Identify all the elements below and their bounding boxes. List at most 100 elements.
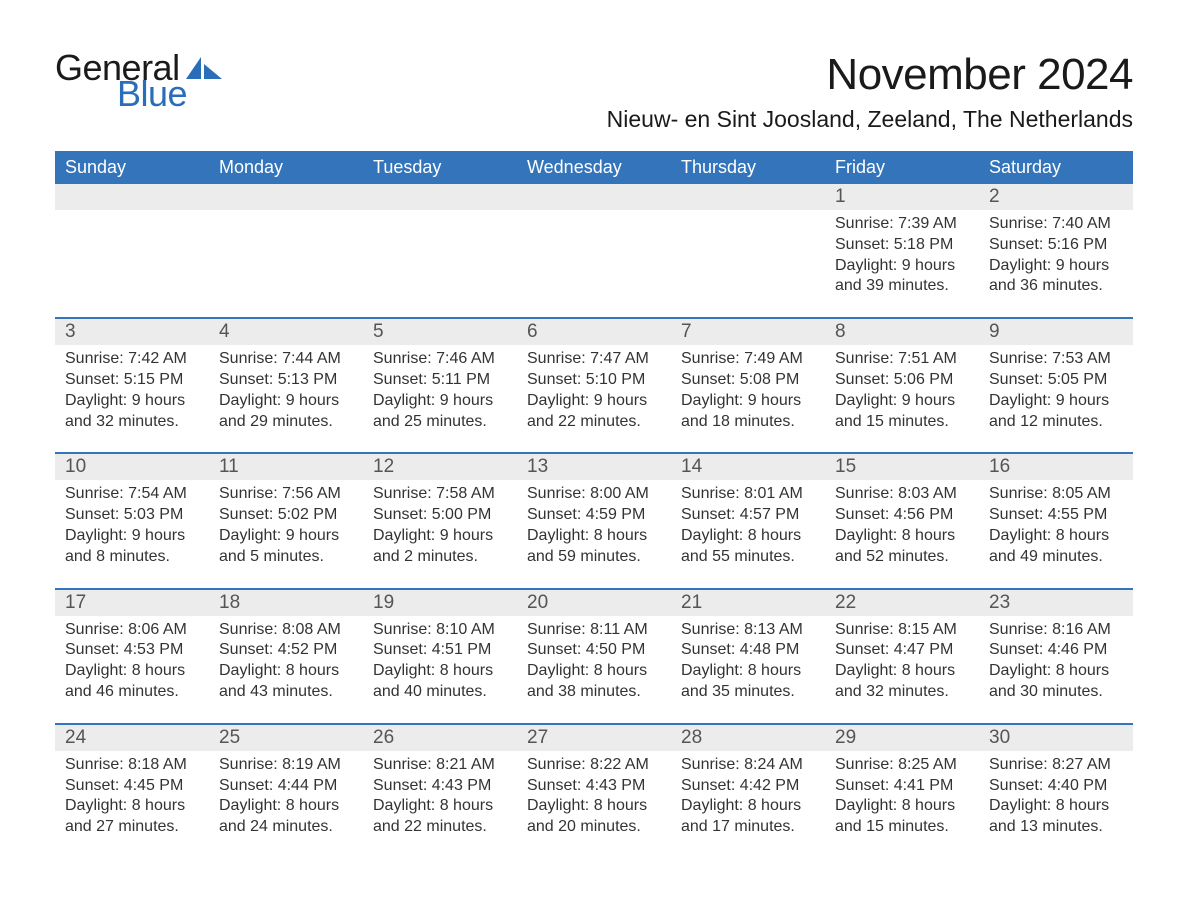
day-number — [671, 184, 825, 210]
calendar-day-cell: 3Sunrise: 7:42 AMSunset: 5:15 PMDaylight… — [55, 319, 209, 442]
sunrise-line: Sunrise: 8:15 AM — [835, 620, 971, 641]
daylight-line-1: Daylight: 9 hours — [219, 526, 355, 547]
day-number: 25 — [209, 725, 363, 751]
daylight-line-2: and 39 minutes. — [835, 276, 971, 297]
daylight-line-2: and 18 minutes. — [681, 412, 817, 433]
calendar-week: 24Sunrise: 8:18 AMSunset: 4:45 PMDayligh… — [55, 723, 1133, 848]
sunset-line: Sunset: 4:43 PM — [527, 776, 663, 797]
calendar-day-cell: 23Sunrise: 8:16 AMSunset: 4:46 PMDayligh… — [979, 590, 1133, 713]
header: General Blue November 2024 Nieuw- en Sin… — [55, 50, 1133, 133]
day-info: Sunrise: 8:01 AMSunset: 4:57 PMDaylight:… — [681, 484, 817, 567]
day-number: 26 — [363, 725, 517, 751]
day-info: Sunrise: 7:54 AMSunset: 5:03 PMDaylight:… — [65, 484, 201, 567]
location-text: Nieuw- en Sint Joosland, Zeeland, The Ne… — [607, 106, 1133, 133]
day-info: Sunrise: 8:15 AMSunset: 4:47 PMDaylight:… — [835, 620, 971, 703]
daylight-line-1: Daylight: 8 hours — [219, 661, 355, 682]
sunset-line: Sunset: 4:56 PM — [835, 505, 971, 526]
day-number: 20 — [517, 590, 671, 616]
calendar-week: 3Sunrise: 7:42 AMSunset: 5:15 PMDaylight… — [55, 317, 1133, 442]
sunset-line: Sunset: 4:47 PM — [835, 640, 971, 661]
sunrise-line: Sunrise: 7:39 AM — [835, 214, 971, 235]
calendar-day-cell: 15Sunrise: 8:03 AMSunset: 4:56 PMDayligh… — [825, 454, 979, 577]
daylight-line-2: and 20 minutes. — [527, 817, 663, 838]
daylight-line-1: Daylight: 8 hours — [65, 796, 201, 817]
calendar-day-cell: 17 Sunrise: 8:06 AMSunset: 4:53 PMDayligh… — [55, 590, 209, 713]
daylight-line-1: Daylight: 8 hours — [835, 796, 971, 817]
month-title: November 2024 — [607, 50, 1133, 100]
sunrise-line: Sunrise: 8:06 AM — [65, 620, 201, 641]
day-info: Sunrise: 8:21 AMSunset: 4:43 PMDaylight:… — [373, 755, 509, 838]
sunset-line: Sunset: 5:11 PM — [373, 370, 509, 391]
sunset-line: Sunset: 5:03 PM — [65, 505, 201, 526]
day-number — [55, 184, 209, 210]
day-number: 22 — [825, 590, 979, 616]
calendar-day-cell: 5Sunrise: 7:46 AMSunset: 5:11 PMDaylight… — [363, 319, 517, 442]
sunrise-line: Sunrise: 7:49 AM — [681, 349, 817, 370]
logo: General Blue — [55, 50, 224, 112]
day-info: Sunrise: 8:00 AMSunset: 4:59 PMDaylight:… — [527, 484, 663, 567]
sunrise-line: Sunrise: 7:58 AM — [373, 484, 509, 505]
daylight-line-2: and 25 minutes. — [373, 412, 509, 433]
day-number: 17 — [55, 590, 209, 616]
day-number: 14 — [671, 454, 825, 480]
calendar-day-cell: 12Sunrise: 7:58 AMSunset: 5:00 PMDayligh… — [363, 454, 517, 577]
day-info: Sunrise: 8:25 AMSunset: 4:41 PMDaylight:… — [835, 755, 971, 838]
day-number: 27 — [517, 725, 671, 751]
day-info: Sunrise: 8:18 AMSunset: 4:45 PMDaylight:… — [65, 755, 201, 838]
sunset-line: Sunset: 5:05 PM — [989, 370, 1125, 391]
daylight-line-2: and 27 minutes. — [65, 817, 201, 838]
day-info: Sunrise: 8:08 AMSunset: 4:52 PMDaylight:… — [219, 620, 355, 703]
daylight-line-1: Daylight: 8 hours — [989, 661, 1125, 682]
day-info: Sunrise: 7:46 AMSunset: 5:11 PMDaylight:… — [373, 349, 509, 432]
day-number: 29 — [825, 725, 979, 751]
sunrise-line: Sunrise: 8:22 AM — [527, 755, 663, 776]
day-number: 9 — [979, 319, 1133, 345]
daylight-line-1: Daylight: 8 hours — [681, 526, 817, 547]
weekday-header-row: SundayMondayTuesdayWednesdayThursdayFrid… — [55, 151, 1133, 184]
daylight-line-2: and 13 minutes. — [989, 817, 1125, 838]
daylight-line-2: and 32 minutes. — [65, 412, 201, 433]
daylight-line-2: and 36 minutes. — [989, 276, 1125, 297]
day-info: Sunrise: 8:22 AMSunset: 4:43 PMDaylight:… — [527, 755, 663, 838]
sunrise-line: Sunrise: 7:51 AM — [835, 349, 971, 370]
weekday-header: Tuesday — [363, 151, 517, 184]
day-info: Sunrise: 7:49 AMSunset: 5:08 PMDaylight:… — [681, 349, 817, 432]
day-number — [209, 184, 363, 210]
daylight-line-1: Daylight: 9 hours — [65, 391, 201, 412]
sunrise-line: Sunrise: 8:27 AM — [989, 755, 1125, 776]
sunrise-line: Sunrise: 8:19 AM — [219, 755, 355, 776]
day-info: Sunrise: 8:11 AMSunset: 4:50 PMDaylight:… — [527, 620, 663, 703]
sunset-line: Sunset: 4:40 PM — [989, 776, 1125, 797]
day-number: 7 — [671, 319, 825, 345]
calendar-day-cell: 1Sunrise: 7:39 AMSunset: 5:18 PMDaylight… — [825, 184, 979, 307]
sunrise-line: Sunrise: 7:46 AM — [373, 349, 509, 370]
daylight-line-1: Daylight: 9 hours — [219, 391, 355, 412]
daylight-line-1: Daylight: 9 hours — [681, 391, 817, 412]
day-number: 16 — [979, 454, 1133, 480]
sunrise-line: Sunrise: 8:01 AM — [681, 484, 817, 505]
daylight-line-2: and 22 minutes. — [373, 817, 509, 838]
daylight-line-1: Daylight: 8 hours — [681, 661, 817, 682]
day-info: Sunrise: 7:58 AMSunset: 5:00 PMDaylight:… — [373, 484, 509, 567]
daylight-line-2: and 46 minutes. — [65, 682, 201, 703]
calendar-day-cell: 30Sunrise: 8:27 AMSunset: 4:40 PMDayligh… — [979, 725, 1133, 848]
calendar-empty-cell — [55, 184, 209, 307]
calendar-week: 1Sunrise: 7:39 AMSunset: 5:18 PMDaylight… — [55, 184, 1133, 307]
logo-sail-icon — [184, 55, 224, 81]
daylight-line-2: and 17 minutes. — [681, 817, 817, 838]
calendar-day-cell: 26 Sunrise: 8:21 AMSunset: 4:43 PMDayligh… — [363, 725, 517, 848]
daylight-line-2: and 15 minutes. — [835, 412, 971, 433]
calendar-day-cell: 28Sunrise: 8:24 AMSunset: 4:42 PMDayligh… — [671, 725, 825, 848]
day-number: 8 — [825, 319, 979, 345]
day-info: Sunrise: 8:06 AMSunset: 4:53 PMDaylight:… — [65, 620, 201, 703]
daylight-line-2: and 49 minutes. — [989, 547, 1125, 568]
daylight-line-2: and 2 minutes. — [373, 547, 509, 568]
daylight-line-1: Daylight: 9 hours — [835, 391, 971, 412]
sunrise-line: Sunrise: 8:21 AM — [373, 755, 509, 776]
day-info: Sunrise: 8:24 AMSunset: 4:42 PMDaylight:… — [681, 755, 817, 838]
daylight-line-1: Daylight: 8 hours — [681, 796, 817, 817]
sunrise-line: Sunrise: 7:42 AM — [65, 349, 201, 370]
weekday-header: Sunday — [55, 151, 209, 184]
day-number: 30 — [979, 725, 1133, 751]
day-info: Sunrise: 8:13 AMSunset: 4:48 PMDaylight:… — [681, 620, 817, 703]
